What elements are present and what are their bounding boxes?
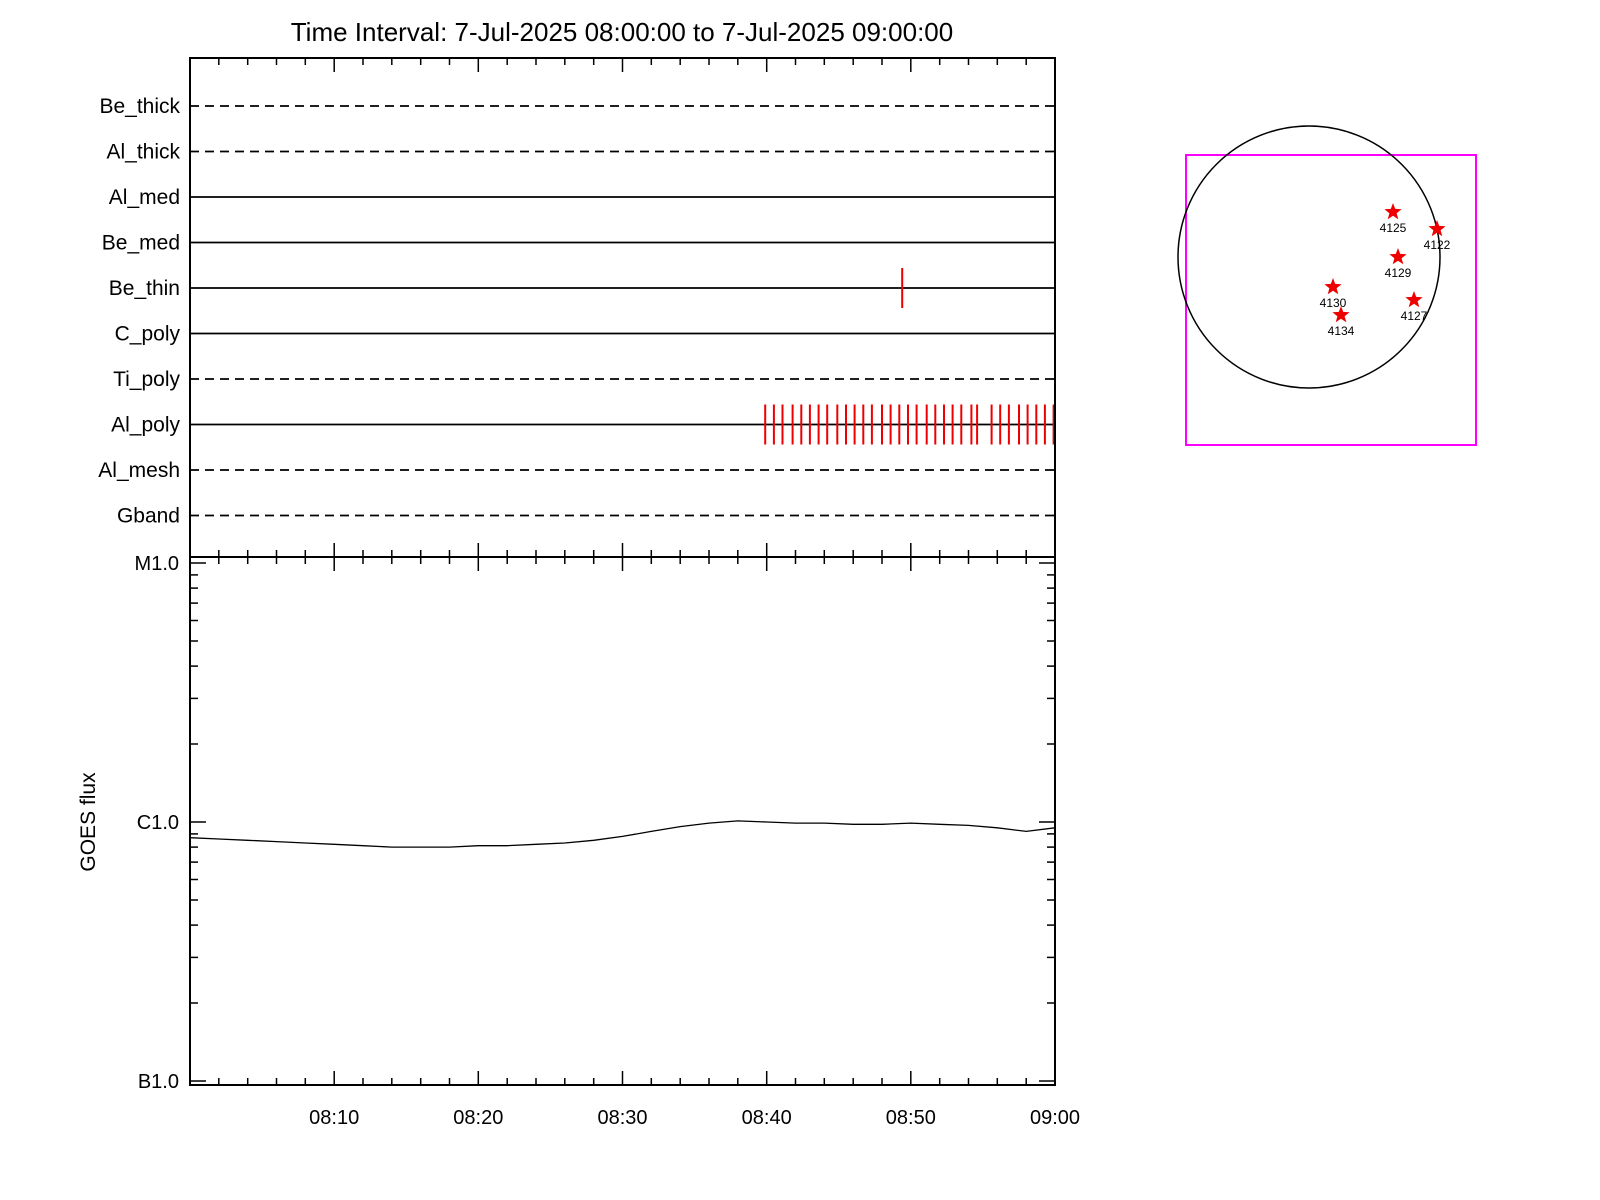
filter-rows-layer bbox=[190, 105, 1055, 517]
filter-label-gband: Gband bbox=[117, 505, 180, 528]
active-region-star-4127 bbox=[1405, 291, 1423, 308]
active-region-star-4125 bbox=[1384, 203, 1402, 220]
active-region-label-4122: 4122 bbox=[1424, 238, 1451, 252]
active-region-label-4130: 4130 bbox=[1320, 296, 1347, 310]
active-region-star-4122 bbox=[1428, 220, 1446, 237]
active-regions-layer: 4125 4122 4129 4130 4127 4134 bbox=[1320, 203, 1451, 338]
active-region-star-4129 bbox=[1389, 248, 1407, 265]
page-title: Time Interval: 7-Jul-2025 08:00:00 to 7-… bbox=[291, 17, 953, 47]
goes-flux-curve bbox=[189, 820, 1056, 848]
xtick-label-0810: 08:10 bbox=[309, 1107, 359, 1129]
filter-label-be-thick: Be_thick bbox=[99, 95, 180, 118]
filter-label-al-thick: Al_thick bbox=[106, 141, 180, 164]
filter-panel-frame bbox=[189, 57, 1056, 558]
ytick-label-b1: B1.0 bbox=[138, 1071, 179, 1093]
axes-layer bbox=[189, 58, 1056, 1085]
active-region-label-4127: 4127 bbox=[1401, 309, 1428, 323]
goes-flux-axis-label: GOES flux bbox=[77, 772, 100, 872]
goes-curve-layer bbox=[189, 820, 1056, 848]
active-region-label-4129: 4129 bbox=[1385, 266, 1412, 280]
filter-label-al-med: Al_med bbox=[109, 186, 180, 209]
xtick-label-0840: 08:40 bbox=[742, 1107, 792, 1129]
filter-label-al-mesh: Al_mesh bbox=[98, 459, 180, 482]
xtick-label-0900: 09:00 bbox=[1030, 1107, 1080, 1129]
xtick-label-0850: 08:50 bbox=[886, 1107, 936, 1129]
filter-label-be-med: Be_med bbox=[102, 232, 180, 255]
active-region-label-4125: 4125 bbox=[1380, 221, 1407, 235]
ytick-label-c1: C1.0 bbox=[137, 812, 179, 834]
filter-label-c-poly: C_poly bbox=[115, 323, 181, 346]
solar-limb-circle bbox=[1177, 125, 1441, 389]
active-region-label-4134: 4134 bbox=[1328, 324, 1355, 338]
xtick-label-0820: 08:20 bbox=[453, 1107, 503, 1129]
active-region-star-4130 bbox=[1324, 278, 1342, 295]
filter-label-ti-poly: Ti_poly bbox=[113, 368, 180, 391]
active-region-star-4134 bbox=[1332, 306, 1350, 323]
ytick-label-m1: M1.0 bbox=[135, 553, 179, 575]
filter-label-al-poly: Al_poly bbox=[111, 414, 180, 437]
goes-panel-frame bbox=[189, 556, 1056, 1086]
filter-label-be-thin: Be_thin bbox=[109, 277, 180, 300]
xtick-label-0830: 08:30 bbox=[597, 1107, 647, 1129]
